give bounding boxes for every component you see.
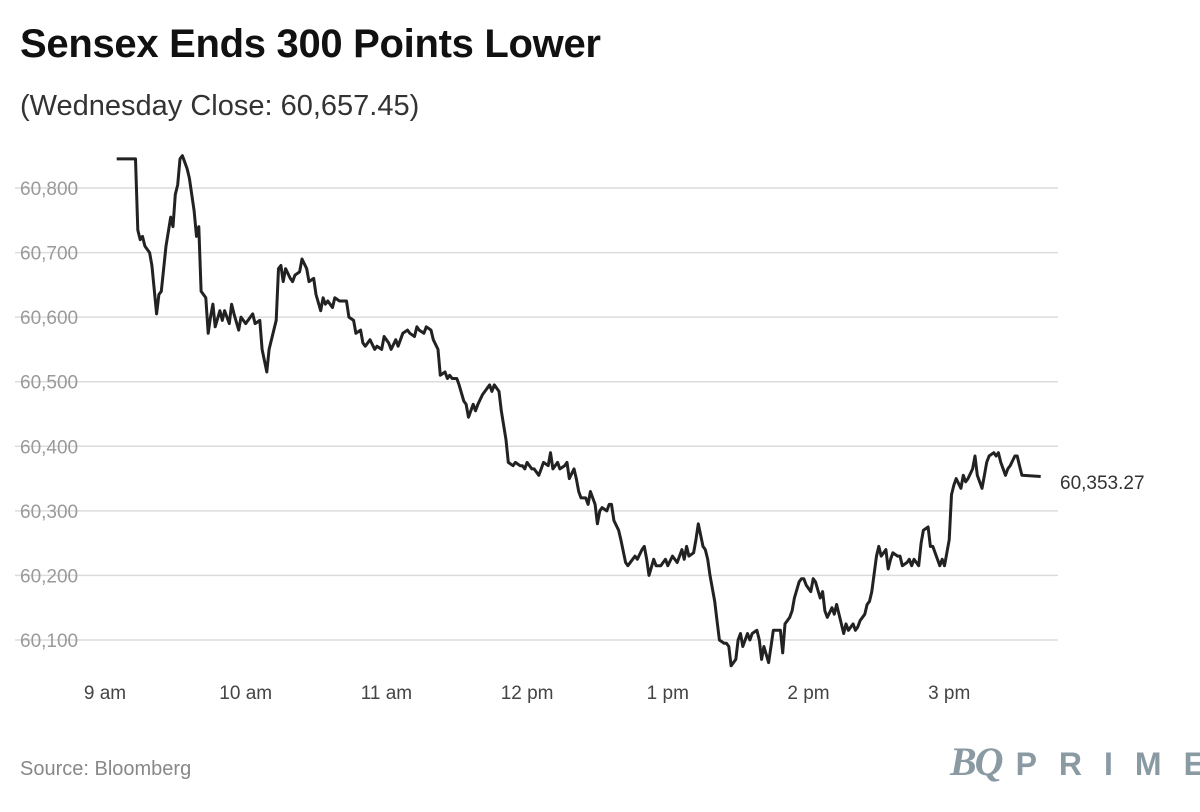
- x-tick-label: 1 pm: [647, 683, 689, 704]
- data-points: [117, 156, 1041, 666]
- source-note: Source: Bloomberg: [20, 758, 192, 780]
- y-tick-label: 60,200: [20, 566, 78, 587]
- x-axis-labels: 9 am 10 am 11 am 12 pm 1 pm 2 pm 3 pm: [84, 683, 970, 704]
- y-axis-labels: 60,100 60,200 60,300 60,400 60,500 60,600 60,7…: [20, 179, 78, 652]
- end-value-label: 60,353.27: [1060, 473, 1145, 494]
- y-tick-label: 60,400: [20, 437, 78, 458]
- x-tick-label: 10 am: [219, 683, 272, 704]
- x-tick-label: 2 pm: [787, 683, 829, 704]
- x-tick-label: 12 pm: [501, 683, 554, 704]
- series-line: [116, 154, 1041, 668]
- logo-word: PRIME: [1015, 746, 1200, 782]
- logo-mark: BQ: [950, 739, 1004, 784]
- x-tick-label: 9 am: [84, 683, 126, 704]
- gridlines: [15, 187, 1058, 641]
- bq-prime-logo: BQ PRIME: [950, 738, 1200, 784]
- x-tick-label: 11 am: [361, 683, 412, 704]
- y-tick-label: 60,800: [20, 179, 78, 200]
- chart-title: Sensex Ends 300 Points Lower: [20, 22, 601, 66]
- y-tick-label: 60,600: [20, 308, 78, 329]
- x-tick-label: 3 pm: [928, 683, 970, 704]
- y-tick-label: 60,100: [20, 631, 78, 652]
- y-tick-label: 60,700: [20, 244, 78, 265]
- y-tick-label: 60,300: [20, 502, 78, 523]
- chart-subtitle: (Wednesday Close: 60,657.45): [20, 90, 420, 122]
- y-tick-label: 60,500: [20, 373, 78, 394]
